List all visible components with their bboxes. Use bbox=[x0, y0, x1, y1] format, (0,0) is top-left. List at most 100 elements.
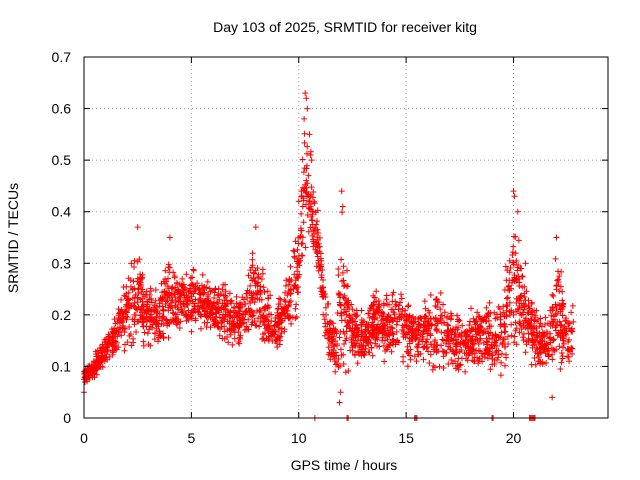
data-point bbox=[216, 332, 223, 339]
data-point bbox=[403, 312, 410, 319]
data-point bbox=[351, 311, 358, 318]
data-point bbox=[375, 303, 382, 310]
data-point bbox=[301, 165, 308, 172]
data-point bbox=[337, 328, 344, 335]
data-point bbox=[493, 348, 500, 355]
data-point bbox=[563, 331, 570, 338]
data-point bbox=[474, 328, 481, 335]
data-point bbox=[543, 360, 550, 367]
data-point bbox=[283, 277, 290, 284]
data-point bbox=[215, 285, 222, 292]
data-point bbox=[99, 364, 106, 371]
data-point bbox=[445, 322, 452, 329]
data-point bbox=[448, 336, 455, 343]
data-point bbox=[259, 266, 266, 273]
data-point bbox=[407, 346, 414, 353]
data-point bbox=[354, 312, 361, 319]
data-point bbox=[339, 269, 346, 276]
data-point bbox=[400, 353, 407, 360]
data-point bbox=[480, 339, 487, 346]
data-point bbox=[230, 319, 237, 326]
data-point bbox=[484, 339, 491, 346]
data-point bbox=[336, 301, 343, 308]
data-point bbox=[183, 271, 190, 278]
data-point bbox=[520, 330, 527, 337]
data-point bbox=[536, 323, 543, 330]
data-point bbox=[203, 284, 210, 291]
data-point bbox=[397, 299, 404, 306]
data-point bbox=[304, 105, 311, 112]
data-point bbox=[101, 336, 108, 343]
data-point bbox=[128, 283, 135, 290]
data-point bbox=[227, 313, 234, 320]
data-point bbox=[420, 336, 427, 343]
data-point bbox=[251, 299, 258, 306]
data-point bbox=[389, 292, 396, 299]
data-point bbox=[97, 357, 104, 364]
data-point bbox=[246, 289, 253, 296]
data-point bbox=[219, 335, 226, 342]
data-point bbox=[313, 241, 320, 248]
data-point bbox=[311, 230, 318, 237]
data-point bbox=[243, 290, 250, 297]
data-point bbox=[452, 358, 459, 365]
data-point bbox=[162, 276, 169, 283]
data-point bbox=[559, 288, 566, 295]
axis-ticks: 0 0.1 0.2 0.3 0.4 0.5 0.6 0.7 0 5 10 15 20 bbox=[52, 49, 608, 446]
data-point bbox=[457, 361, 464, 368]
data-point bbox=[91, 367, 98, 374]
data-point bbox=[125, 275, 132, 282]
data-point bbox=[122, 313, 129, 320]
data-point bbox=[417, 350, 424, 357]
data-point bbox=[399, 322, 406, 329]
data-point bbox=[159, 297, 166, 304]
data-point bbox=[403, 317, 410, 324]
data-point bbox=[152, 330, 159, 337]
data-point bbox=[302, 90, 309, 97]
data-point bbox=[286, 314, 293, 321]
data-point bbox=[340, 277, 347, 284]
data-point bbox=[339, 203, 346, 210]
data-point bbox=[390, 289, 397, 296]
data-point bbox=[298, 240, 305, 247]
data-point bbox=[99, 345, 106, 352]
data-point bbox=[508, 285, 515, 292]
data-point bbox=[291, 248, 298, 255]
data-point bbox=[331, 343, 338, 350]
data-point bbox=[334, 342, 341, 349]
data-point bbox=[240, 296, 247, 303]
data-point bbox=[316, 248, 323, 255]
data-point bbox=[305, 198, 312, 205]
data-point bbox=[568, 344, 575, 351]
data-point bbox=[275, 326, 282, 333]
data-point bbox=[516, 275, 523, 282]
data-point bbox=[192, 285, 199, 292]
data-point bbox=[441, 309, 448, 316]
data-point bbox=[308, 217, 315, 224]
data-point bbox=[205, 314, 212, 321]
data-point bbox=[471, 340, 478, 347]
data-point bbox=[175, 306, 182, 313]
data-point bbox=[219, 314, 226, 321]
data-point bbox=[257, 283, 264, 290]
data-point bbox=[420, 328, 427, 335]
data-point bbox=[124, 295, 131, 302]
data-point bbox=[495, 303, 502, 310]
data-point bbox=[455, 318, 462, 325]
data-point bbox=[425, 327, 432, 334]
data-point bbox=[282, 282, 289, 289]
data-point bbox=[526, 305, 533, 312]
data-point bbox=[123, 301, 130, 308]
data-point bbox=[475, 313, 482, 320]
x-axis-label: GPS time / hours bbox=[291, 457, 398, 473]
data-point bbox=[537, 349, 544, 356]
data-point bbox=[225, 339, 232, 346]
data-point bbox=[351, 321, 358, 328]
data-point bbox=[158, 296, 165, 303]
data-point bbox=[550, 336, 557, 343]
data-point bbox=[358, 321, 365, 328]
data-point bbox=[404, 329, 411, 336]
data-point bbox=[513, 257, 520, 264]
data-point bbox=[222, 293, 229, 300]
data-point bbox=[407, 326, 414, 333]
